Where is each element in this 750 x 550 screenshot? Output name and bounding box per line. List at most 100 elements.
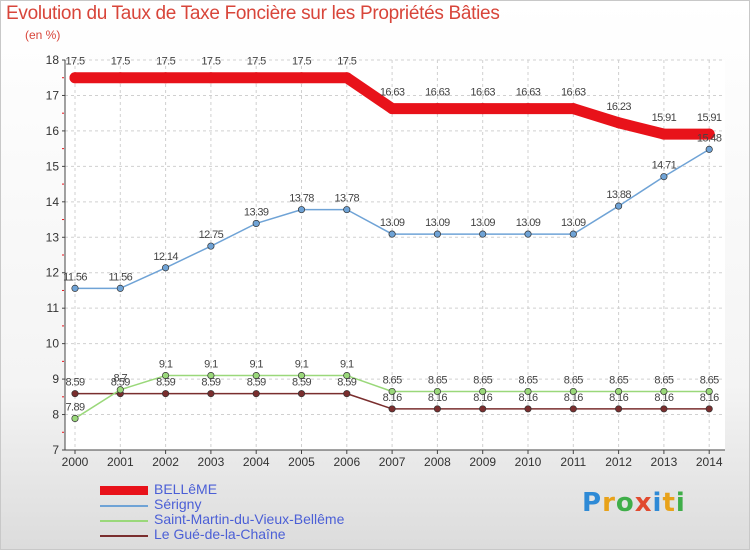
x-tick-label: 2011 [560,455,586,469]
data-label: 8.59 [337,377,356,389]
x-tick-label: 2000 [62,455,89,469]
x-tick-label: 2012 [605,455,632,469]
y-tick-label: 8 [52,408,59,422]
data-label: 8.16 [473,392,492,404]
data-label: 9.1 [249,359,263,371]
data-point [252,219,260,227]
data-point [297,206,306,214]
data-point [252,371,260,380]
data-label: 13.09 [561,217,586,229]
legend-item-serigny: Sérigny [100,496,430,515]
data-label: 8.16 [654,392,673,404]
legend-label-belleme: BELLêME [154,481,218,497]
data-point [207,242,215,250]
y-tick-label: 10 [46,337,60,351]
legend-swatch-le-gue [100,535,148,537]
x-tick-label: 2007 [379,455,406,469]
data-point [114,72,126,84]
data-label: 8.59 [201,377,220,389]
data-point [341,72,353,84]
x-tick-label: 2010 [515,455,542,469]
data-point [71,284,79,292]
data-label: 8.7 [114,373,128,385]
data-label: 13.09 [516,217,541,229]
data-label: 8.65 [383,375,402,387]
data-label: 16.63 [470,87,495,99]
data-point [615,405,623,413]
data-point [297,390,306,398]
data-point [524,405,532,413]
x-tick-label: 2014 [696,455,723,469]
data-label: 15.48 [697,132,722,144]
proxiti-logo: Proxiti [582,488,686,518]
data-label: 13.09 [425,217,450,229]
x-tick-label: 2002 [152,455,179,469]
data-point [660,387,668,396]
legend-label-serigny: Sérigny [154,496,202,512]
data-point [660,173,668,181]
data-label: 15.91 [697,112,722,124]
data-label: 11.56 [108,271,132,283]
data-label: 12.75 [199,229,224,241]
data-label: 15.91 [652,112,677,124]
data-point [388,387,396,396]
data-label: 9.1 [204,359,218,371]
data-label: 12.14 [153,251,178,263]
x-tick-label: 2008 [424,455,451,469]
data-label: 16.63 [380,87,405,99]
data-point [116,386,124,394]
data-label: 8.16 [609,392,628,404]
data-label: 8.16 [383,392,402,404]
data-label: 16.23 [606,101,631,113]
data-point [705,405,713,413]
y-tick-label: 7 [52,443,59,457]
data-point [433,230,441,238]
y-tick-label: 14 [46,195,60,209]
data-point [615,202,623,210]
data-point [703,128,715,140]
data-point [386,103,398,115]
data-label: 8.65 [473,375,492,387]
data-point [343,390,351,398]
data-point [569,230,577,238]
data-point [479,387,487,396]
data-point [343,206,351,214]
x-tick-label: 2004 [243,455,270,469]
data-point [207,371,215,380]
legend-swatch-saint-martin [100,520,148,522]
data-point [524,230,532,238]
x-tick-label: 2006 [333,455,360,469]
x-tick-label: 2009 [469,455,496,469]
data-point [162,390,170,398]
data-label: 17.5 [247,56,266,68]
data-label: 13.88 [606,189,631,201]
data-label: 13.39 [244,206,269,218]
data-point [162,264,170,272]
data-label: 7.89 [65,401,84,413]
data-label: 8.59 [65,377,84,389]
data-point [658,128,670,140]
y-tick-label: 17 [46,88,60,102]
x-tick-label: 2001 [107,455,134,469]
x-tick-label: 2013 [651,455,678,469]
data-label: 8.16 [518,392,537,404]
y-tick-label: 9 [52,372,59,386]
data-label: 13.78 [335,193,360,205]
data-label: 16.63 [561,87,586,99]
data-point [569,405,577,413]
data-label: 8.65 [428,375,447,387]
data-point [388,230,396,238]
data-point [705,145,713,153]
y-tick-label: 15 [46,159,60,173]
data-point [252,390,260,398]
data-label: 17.5 [337,56,356,68]
data-label: 17.5 [201,56,220,68]
legend-swatch-belleme [100,486,148,495]
data-point [569,387,577,396]
legend-swatch-serigny [100,505,148,507]
y-tick-label: 11 [47,301,60,315]
y-axis-unit: (en %) [25,28,61,42]
data-point [388,405,396,413]
data-label: 13.78 [289,193,314,205]
y-tick-label: 16 [46,124,60,138]
